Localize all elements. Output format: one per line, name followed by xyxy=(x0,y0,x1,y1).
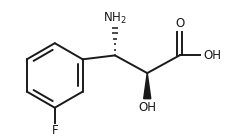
Text: F: F xyxy=(51,124,58,137)
Text: OH: OH xyxy=(138,101,155,114)
Text: OH: OH xyxy=(203,49,221,62)
Polygon shape xyxy=(143,73,150,99)
Text: NH$_2$: NH$_2$ xyxy=(103,11,126,26)
Text: O: O xyxy=(174,17,183,30)
